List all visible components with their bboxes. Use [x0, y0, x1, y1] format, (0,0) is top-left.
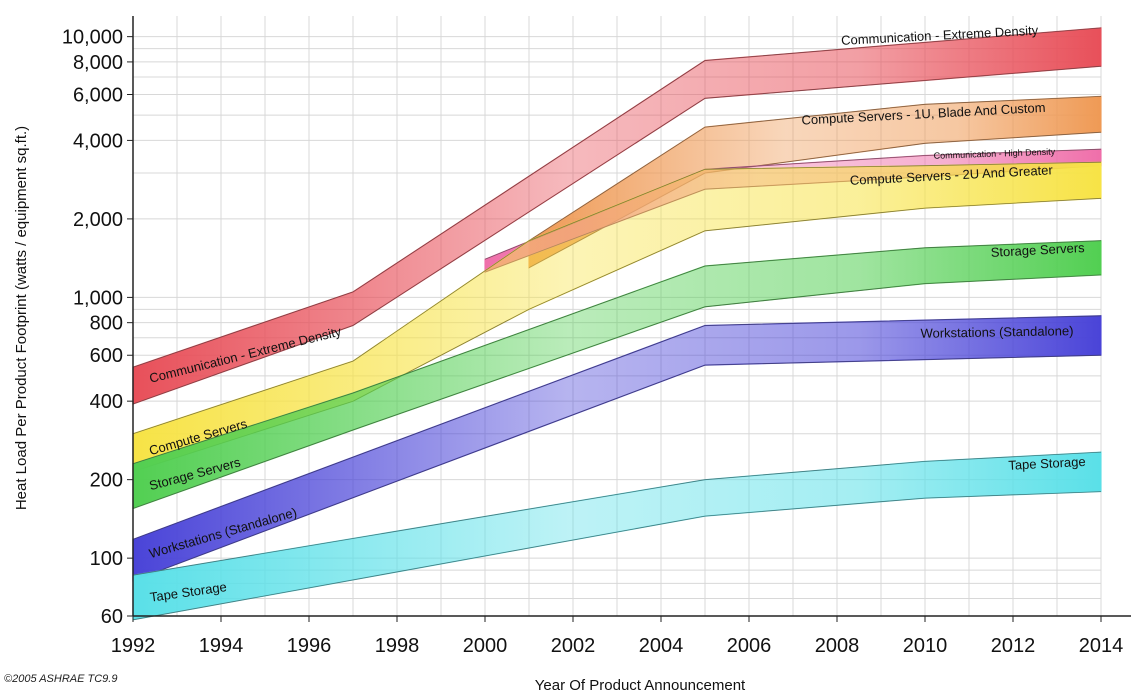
x-tick-label: 2002 — [551, 635, 596, 657]
y-tick-label: 10,000 — [62, 27, 123, 49]
y-axis-title: Heat Load Per Product Footprint (watts /… — [13, 126, 30, 510]
y-tick-label: 6,000 — [73, 84, 123, 106]
x-tick-label: 1998 — [375, 635, 420, 657]
y-tick-label: 4,000 — [73, 130, 123, 152]
x-tick-label: 2010 — [903, 635, 948, 657]
y-tick-label: 600 — [90, 345, 123, 367]
y-tick-label: 2,000 — [73, 209, 123, 231]
x-tick-label: 1992 — [111, 635, 156, 657]
band-lower-edge — [132, 65, 1102, 405]
band-lower-edge — [132, 274, 1102, 509]
band-lower-edge — [132, 491, 1102, 621]
x-axis-ticks: 1992 1994 1996 1998 2000 2002 2004 2006 2008 2010… — [111, 616, 1124, 657]
bands — [132, 27, 1102, 621]
x-tick-label: 2004 — [639, 635, 684, 657]
y-tick-label: 400 — [90, 391, 123, 413]
band-label-workstations-standalone: Workstations (Standalone) — [920, 323, 1073, 341]
copyright-notice: ©2005 ASHRAE TC9.9 — [4, 673, 117, 685]
band-upper-edge — [132, 240, 1102, 465]
x-tick-label: 1994 — [199, 635, 244, 657]
band-upper-edge — [132, 161, 1102, 435]
band-upper-edge — [132, 27, 1102, 368]
band-upper-edge — [132, 315, 1102, 540]
x-tick-label: 2006 — [727, 635, 772, 657]
y-axis-ticks: 60 100 200 400 600 800 1,000 2,000 4,000 6,000 8,0… — [62, 27, 133, 628]
band-upper-edge — [132, 451, 1102, 576]
y-tick-label: 100 — [90, 548, 123, 570]
band-upper-edge — [528, 96, 1102, 242]
x-tick-label: 2014 — [1079, 635, 1124, 657]
y-tick-label: 1,000 — [73, 287, 123, 309]
band-lower-edge — [132, 354, 1102, 581]
y-tick-label: 800 — [90, 313, 123, 335]
band-label-communication-high-density: Communication - High Density — [934, 147, 1056, 161]
x-tick-label: 2000 — [463, 635, 508, 657]
axes — [132, 16, 1131, 617]
x-tick-label: 2012 — [991, 635, 1036, 657]
y-tick-label: 60 — [101, 606, 123, 628]
band-label-storage-servers: Storage Servers — [990, 240, 1085, 260]
x-tick-label: 2008 — [815, 635, 860, 657]
x-axis-title: Year Of Product Announcement — [535, 677, 746, 694]
band-label-tape-storage: Tape Storage — [1008, 454, 1086, 473]
y-tick-label: 8,000 — [73, 52, 123, 74]
x-tick-label: 1996 — [287, 635, 332, 657]
y-tick-label: 200 — [90, 470, 123, 492]
